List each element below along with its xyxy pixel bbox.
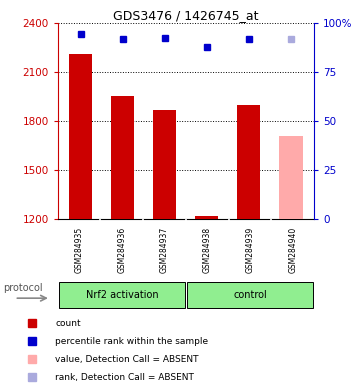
Text: value, Detection Call = ABSENT: value, Detection Call = ABSENT: [55, 354, 199, 364]
Text: GSM284937: GSM284937: [160, 227, 169, 273]
Text: GSM284939: GSM284939: [245, 227, 255, 273]
Title: GDS3476 / 1426745_at: GDS3476 / 1426745_at: [113, 9, 259, 22]
Bar: [187, 282, 313, 308]
Bar: [195, 216, 218, 219]
Bar: [238, 104, 261, 219]
Text: GSM284935: GSM284935: [75, 227, 84, 273]
Text: protocol: protocol: [3, 283, 43, 293]
Text: GSM284938: GSM284938: [203, 227, 212, 273]
Bar: [111, 96, 134, 219]
Bar: [59, 282, 184, 308]
Text: GSM284940: GSM284940: [288, 227, 297, 273]
Bar: [69, 54, 92, 219]
Bar: [153, 110, 177, 219]
Bar: [279, 136, 303, 219]
Text: rank, Detection Call = ABSENT: rank, Detection Call = ABSENT: [55, 372, 194, 382]
Text: percentile rank within the sample: percentile rank within the sample: [55, 337, 208, 346]
Text: count: count: [55, 319, 81, 328]
Text: Nrf2 activation: Nrf2 activation: [86, 290, 158, 300]
Text: control: control: [233, 290, 267, 300]
Text: GSM284936: GSM284936: [117, 227, 126, 273]
